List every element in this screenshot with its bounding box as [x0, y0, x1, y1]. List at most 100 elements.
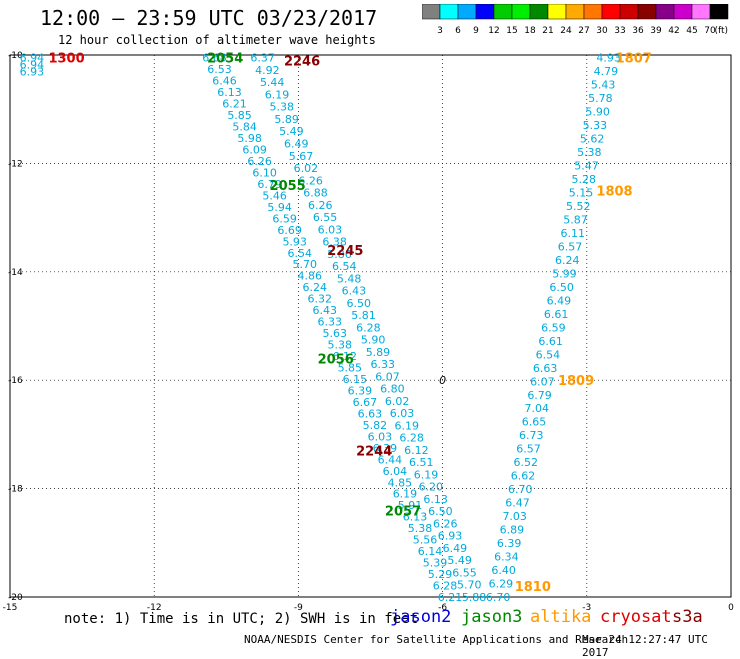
- wave-height-value: 5.38: [328, 339, 353, 352]
- wave-height-value: 6.61: [538, 335, 563, 348]
- chart-title: 12:00 – 23:59 UTC 03/23/2017: [40, 6, 378, 30]
- wave-height-value: 5.48: [337, 272, 362, 285]
- chart-note: note: 1) Time is in UTC; 2) SWH is in fe…: [64, 611, 419, 627]
- wave-height-value: 5.38: [408, 522, 433, 535]
- wave-height-value: 6.38: [322, 236, 347, 249]
- wave-height-value: 6.34: [494, 551, 519, 564]
- wave-height-value: 6.02: [294, 162, 319, 175]
- wave-height-value: 6.13: [423, 493, 448, 506]
- wave-height-value: 5.70: [292, 258, 317, 271]
- pass-time-label: 1808: [596, 185, 632, 200]
- wave-height-value: 6.43: [313, 304, 338, 317]
- wave-height-value: 6.62: [511, 470, 536, 483]
- wave-height-value: 5.98: [237, 132, 261, 145]
- wave-height-value: 5.86: [327, 248, 352, 261]
- wave-height-value: 6.11: [560, 227, 585, 240]
- wave-height-value: 5.91: [398, 499, 423, 512]
- wave-height-value: 5.93: [282, 235, 307, 248]
- wave-height-value: 6.94: [20, 58, 45, 71]
- y-tick-label: -14: [8, 268, 23, 278]
- wave-height-value: 6.70: [508, 483, 533, 496]
- wave-height-value: 6.39: [497, 537, 522, 550]
- wave-height-value: 6.59: [541, 321, 566, 334]
- wave-height-value: 6.07: [530, 375, 555, 388]
- wave-height-value: 5.49: [447, 554, 472, 567]
- wave-height-value: 6.12: [404, 444, 429, 457]
- wave-height-value: 5.90: [361, 334, 386, 347]
- color-tick-label: 27: [578, 26, 589, 36]
- wave-height-value: 6.79: [527, 389, 552, 402]
- wave-height-value: 6.50: [346, 297, 371, 310]
- wave-height-value: 6.21: [438, 591, 463, 604]
- color-tick-label: 45: [686, 26, 697, 36]
- wave-height-value: 5.67: [289, 150, 314, 163]
- wave-height-value: 5.88: [462, 591, 487, 604]
- wave-height-value: 6.03: [390, 407, 415, 420]
- wave-height-value: 6.20: [419, 481, 444, 494]
- legend-s3a: s3a: [672, 607, 703, 627]
- wave-height-value: 5.28: [572, 173, 597, 186]
- wave-height-value: 5.56: [413, 534, 438, 547]
- color-tick-label: 12: [488, 26, 499, 36]
- wave-height-value: 6.28: [433, 580, 458, 593]
- wave-height-value: 6.07: [375, 370, 400, 383]
- wave-height-value: 6.63: [358, 407, 383, 420]
- x-tick-label: -9: [294, 603, 303, 613]
- wave-height-value: 6.80: [380, 383, 405, 396]
- wave-height-value: 6.40: [491, 564, 516, 577]
- color-tick-label: 42: [668, 26, 679, 36]
- wave-height-value: 6.13: [217, 86, 242, 99]
- color-tick-label: 21: [542, 26, 553, 36]
- wave-height-value: 5.89: [366, 346, 391, 359]
- color-scale-legend: 3 6 9 12 15 18 21 24 27 30 33 36 39 42 45 70(ft): [422, 4, 729, 36]
- wave-height-value: 6.33: [371, 358, 396, 371]
- wave-height-value: 6.39: [373, 442, 398, 455]
- wave-height-value: 6.73: [519, 429, 544, 442]
- x-tick-label: -12: [147, 603, 162, 613]
- y-tick-label: -12: [8, 159, 23, 169]
- contour-label: 0: [439, 374, 446, 387]
- wave-height-value: 6.03: [368, 430, 393, 443]
- color-tick-label: 3: [437, 26, 443, 36]
- wave-height-value: 6.02: [385, 395, 410, 408]
- wave-height-value: 6.93: [438, 530, 463, 543]
- wave-height-value: 6.29: [489, 578, 514, 591]
- wave-height-value: 5.49: [279, 125, 304, 138]
- wave-height-value: 5.81: [351, 309, 376, 322]
- wave-height-value: 5.38: [577, 146, 602, 159]
- wave-height-value: 6.57: [558, 240, 583, 253]
- wave-height-value: 6.68: [202, 52, 227, 65]
- wave-height-value: 6.88: [303, 187, 328, 200]
- x-tick-label: -6: [438, 603, 447, 613]
- wave-height-value: 6.13: [403, 511, 428, 524]
- wave-height-value: 4.85: [388, 476, 413, 489]
- wave-height-value: 6.44: [378, 453, 403, 466]
- wave-height-value: 6.04: [383, 465, 408, 478]
- wave-height-value: 4.79: [594, 65, 619, 78]
- wave-height-value: 5.78: [588, 92, 613, 105]
- credit-line: NOAA/NESDIS Center for Satellite Applica…: [244, 633, 629, 646]
- wave-height-value: 6.55: [313, 211, 338, 224]
- y-tick-label: -10: [8, 51, 23, 61]
- wave-height-value: 6.57: [516, 443, 541, 456]
- wave-height-value: 6.54: [536, 348, 561, 361]
- wave-height-value: 5.47: [574, 160, 599, 173]
- wave-height-value: 6.28: [399, 432, 424, 445]
- plot-frame: [9, 54, 732, 598]
- wave-height-value: 6.49: [547, 294, 572, 307]
- wave-height-value: 6.43: [342, 285, 367, 298]
- wave-height-value: 6.26: [433, 517, 458, 530]
- wave-height-value: 6.49: [443, 542, 468, 555]
- color-tick-label: 30: [596, 26, 608, 36]
- pass-time-label: 1300: [48, 52, 84, 67]
- wave-height-value: 6.46: [212, 75, 237, 88]
- wave-height-value: 6.55: [452, 566, 477, 579]
- wave-height-value: 5.52: [566, 200, 591, 213]
- pass-time-label: 2055: [270, 179, 306, 194]
- color-tick-label: 9: [473, 26, 479, 36]
- wave-height-value: 6.50: [428, 505, 453, 518]
- wave-height-value: 6.39: [348, 384, 373, 397]
- color-swatch: [709, 4, 729, 20]
- x-tick-label: 0: [728, 603, 734, 613]
